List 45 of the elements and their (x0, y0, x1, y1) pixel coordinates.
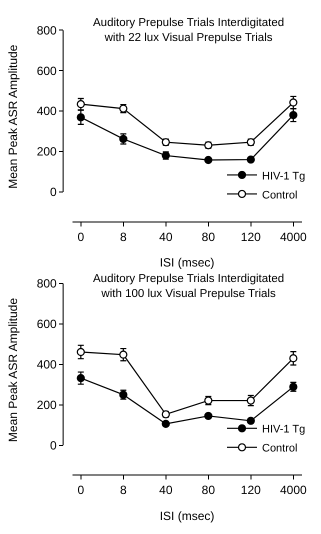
y-tick-label: 800 (36, 23, 58, 38)
point (204, 156, 212, 164)
x-tick-label: 40 (159, 483, 173, 498)
point (289, 354, 298, 362)
y-tick-label: 600 (36, 317, 58, 332)
y-tick-label: 400 (36, 358, 58, 372)
legend-label: Control (262, 442, 298, 455)
y-tick-label: 200 (36, 398, 58, 412)
point (204, 412, 212, 420)
x-tick-label: 120 (240, 483, 262, 498)
point (289, 98, 298, 107)
x-tick-label: 120 (240, 230, 262, 244)
point (246, 416, 255, 425)
x-tick-label: 4000 (280, 483, 307, 498)
x-axis-title: ISI (msec) (160, 256, 214, 270)
x-tick-label: 80 (202, 483, 216, 498)
chart-title: Auditory Prepulse Trials Interdigitated with 22 lux Visual Prepulse Trials (93, 17, 284, 44)
point (76, 113, 85, 122)
y-tick-label: 800 (36, 276, 58, 291)
y-tick-label: 0 (50, 438, 58, 452)
x-tick-label: 40 (159, 230, 173, 244)
point (246, 155, 255, 164)
x-tick-label: 80 (202, 230, 216, 244)
x-tick-label: 4000 (280, 230, 307, 244)
y-tick-label: 200 (36, 144, 58, 159)
y-axis-title: Mean Peak ASR Amplitude (6, 44, 20, 189)
x-tick-label: 8 (120, 483, 127, 498)
y-tick-label: 600 (36, 64, 58, 78)
point (119, 350, 128, 359)
x-tick-label: 0 (77, 230, 84, 244)
y-tick-label: 0 (50, 185, 58, 200)
x-tick-label: 8 (120, 230, 127, 244)
legend-label: HIV-1 Tg (262, 170, 306, 182)
y-tick-label: 400 (36, 104, 58, 118)
x-tick-label: 0 (77, 483, 84, 498)
point (76, 348, 85, 356)
point (76, 374, 85, 382)
point (76, 100, 85, 108)
legend-label: Control (262, 189, 298, 202)
legend-label: HIV-1 Tg (262, 424, 306, 436)
y-axis-title: Mean Peak ASR Amplitude (6, 298, 20, 442)
point (289, 110, 298, 120)
point (162, 420, 170, 428)
chart-title: Auditory Prepulse Trials Interdigitated with 100 lux Visual Prepulse Trials (93, 273, 284, 300)
x-axis-title: ISI (msec) (160, 509, 214, 524)
